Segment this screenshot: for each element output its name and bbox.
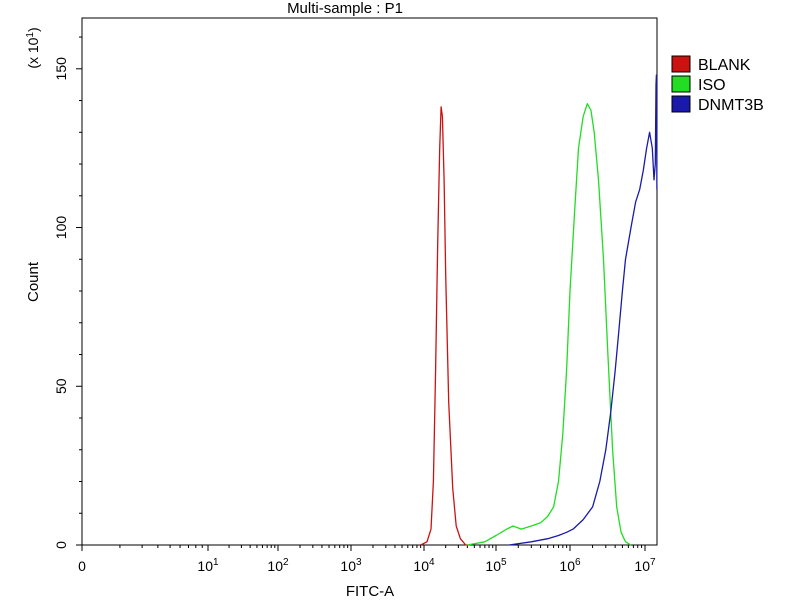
legend-swatch-blank bbox=[671, 55, 691, 73]
series-layer bbox=[420, 74, 658, 546]
legend: BLANK ISO DNMT3B bbox=[671, 55, 764, 114]
y-multiplier-label: (x 101) bbox=[25, 27, 41, 68]
x-axis: 0 101 102 103 104 105 106 107 bbox=[78, 545, 656, 574]
y-tick-label: 100 bbox=[53, 216, 69, 240]
y-tick-label: 0 bbox=[53, 541, 69, 549]
x-tick-label: 105 bbox=[485, 557, 507, 574]
y-tick-label: 150 bbox=[53, 57, 69, 81]
x-minor-ticks bbox=[119, 545, 643, 548]
x-tick-label: 107 bbox=[634, 557, 656, 574]
series-line-blank bbox=[420, 106, 471, 546]
x-tick-label: 103 bbox=[340, 557, 362, 574]
y-axis-title: Count bbox=[25, 261, 42, 302]
series-line-iso bbox=[467, 103, 632, 546]
plot-frame bbox=[81, 17, 658, 546]
legend-label-blank: BLANK bbox=[698, 57, 751, 74]
x-tick-label: 0 bbox=[78, 558, 86, 574]
series-line-dnmt3b bbox=[508, 74, 658, 546]
y-tick-label: 50 bbox=[53, 378, 69, 394]
legend-swatch-iso bbox=[671, 75, 691, 93]
legend-swatch-dnmt3b bbox=[671, 95, 691, 113]
y-axis: 0 50 100 150 bbox=[53, 36, 82, 549]
x-tick-label: 102 bbox=[267, 557, 289, 574]
chart-title: Multi-sample : P1 bbox=[287, 0, 403, 17]
x-tick-label: 104 bbox=[413, 557, 435, 574]
legend-label-dnmt3b: DNMT3B bbox=[698, 97, 764, 114]
x-axis-title: FITC-A bbox=[346, 583, 394, 600]
legend-label-iso: ISO bbox=[698, 77, 726, 94]
x-tick-label: 106 bbox=[559, 557, 581, 574]
x-tick-label: 101 bbox=[197, 557, 219, 574]
